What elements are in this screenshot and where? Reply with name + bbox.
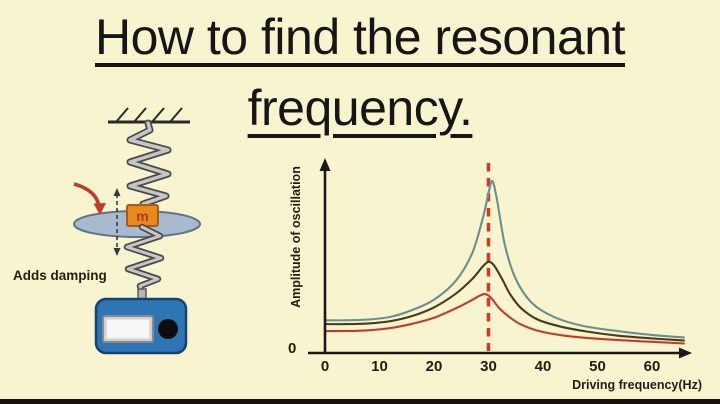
curve-medium-damping — [324, 260, 685, 342]
x-axis-label: Driving frequency(Hz) — [572, 378, 702, 392]
mass-label: m — [136, 208, 148, 224]
generator-knob — [158, 319, 178, 339]
title-line-1: How to find the resonant — [95, 9, 626, 65]
curve-least-damping — [324, 179, 685, 339]
x-axis-tick-label: 60 — [643, 358, 661, 375]
x-axis — [308, 347, 692, 359]
origin-zero-label: 0 — [288, 340, 297, 357]
curve-most-damping — [324, 292, 685, 345]
adds-damping-label: Adds damping — [13, 268, 107, 283]
apparatus-diagram: m Adds damping Vibration genera — [0, 100, 280, 400]
x-axis-tick-label: 0 — [320, 358, 330, 375]
y-axis-arrow-icon — [319, 158, 331, 171]
spring-upper — [126, 119, 172, 208]
page-title: How to find the resonant frequency. — [0, 2, 720, 144]
y-axis — [319, 158, 331, 354]
vibration-generator — [94, 297, 188, 355]
x-axis-tick-label: 50 — [589, 358, 606, 375]
damping-annotation-arrow-icon — [73, 182, 106, 215]
x-axis-tick-label: 10 — [371, 358, 388, 375]
x-axis-tick-label: 20 — [425, 358, 443, 375]
bottom-letterbox-bar — [0, 399, 720, 404]
x-axis-arrow-icon — [679, 347, 692, 359]
mass-block: m — [126, 204, 159, 227]
title-line-2: frequency. — [247, 80, 473, 136]
x-axis-ticks: 0 10 20 30 40 50 60 — [280, 150, 720, 404]
resonance-chart-svg — [308, 158, 692, 359]
x-axis-tick-label: 40 — [534, 358, 552, 375]
oscillation-arrows-icon — [113, 188, 121, 256]
x-axis-tick-label: 30 — [480, 358, 497, 375]
apparatus-svg: m — [73, 107, 201, 355]
resonance-chart: Amplitude of oscillation 0 0 10 20 30 40 50 60… — [280, 150, 720, 404]
spring-lower — [123, 223, 165, 296]
